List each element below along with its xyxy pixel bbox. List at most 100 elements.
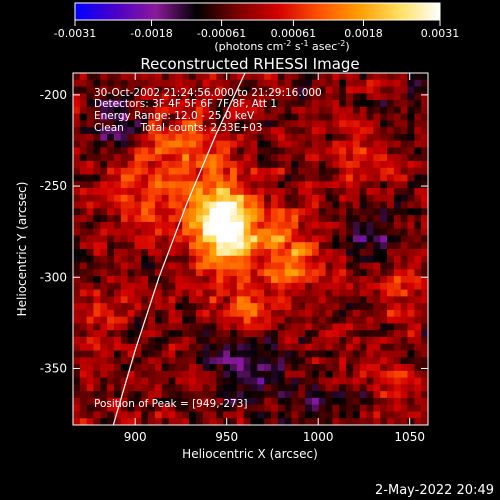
heatmap-cell [250, 289, 258, 297]
heatmap-cell [100, 309, 108, 318]
heatmap-cell [270, 269, 279, 277]
heatmap-cell [120, 330, 129, 338]
heatmap-cell [113, 86, 122, 94]
heatmap-cell [291, 201, 299, 209]
heatmap-cell [318, 303, 327, 311]
heatmap-cell [141, 397, 149, 406]
heatmap-cell [182, 174, 190, 182]
heatmap-cell [270, 228, 279, 237]
heatmap-cell [182, 269, 190, 277]
heatmap-cell [236, 127, 245, 135]
heatmap-cell [161, 161, 170, 169]
heatmap-cell [325, 181, 334, 189]
heatmap-cell [264, 127, 272, 135]
heatmap-cell [127, 269, 136, 277]
heatmap-cell [325, 174, 334, 182]
heatmap-cell [284, 316, 293, 325]
heatmap-cell [305, 120, 313, 128]
heatmap-cell [373, 343, 381, 352]
heatmap-cell [230, 309, 238, 318]
heatmap-cell [387, 418, 395, 425]
heatmap-cell [332, 113, 340, 121]
heatmap-cell [161, 337, 170, 345]
heatmap-cell [400, 397, 409, 406]
heatmap-cell [127, 100, 136, 108]
heatmap-cell [318, 418, 327, 425]
heatmap-cell [243, 188, 252, 196]
heatmap-cell [277, 161, 286, 169]
heatmap-cell [113, 161, 122, 169]
heatmap-cell [141, 411, 149, 419]
heatmap-cell [100, 377, 108, 385]
heatmap-cell [407, 255, 415, 264]
heatmap-cell [223, 269, 231, 277]
heatmap-cell [291, 364, 299, 372]
heatmap-cell [352, 316, 361, 325]
heatmap-cell [134, 377, 142, 385]
heatmap-cell [400, 113, 409, 121]
heatmap-cell [352, 418, 361, 425]
heatmap-cell [73, 161, 81, 169]
heatmap-cell [352, 167, 361, 176]
heatmap-cell [113, 337, 122, 345]
heatmap-cell [298, 316, 306, 325]
heatmap-cell [257, 269, 265, 277]
heatmap-cell [209, 167, 217, 176]
heatmap-cell [230, 303, 238, 311]
heatmap-cell [325, 276, 334, 284]
heatmap-cell [86, 404, 95, 413]
heatmap-cell [373, 418, 381, 425]
heatmap-cell [257, 120, 265, 128]
heatmap-cell [236, 140, 245, 149]
heatmap-cell [79, 357, 88, 365]
heatmap-cell [236, 343, 245, 352]
heatmap-cell [421, 296, 428, 304]
heatmap-cell [120, 323, 129, 331]
heatmap-cell [230, 120, 238, 128]
heatmap-cell [393, 269, 402, 277]
heatmap-cell [141, 161, 149, 169]
heatmap-cell [113, 296, 122, 304]
heatmap-cell [236, 161, 245, 169]
heatmap-cell [352, 194, 361, 203]
heatmap-cell [230, 86, 238, 94]
heatmap-cell [373, 86, 381, 94]
heatmap-cell [298, 86, 306, 94]
heatmap-cell [161, 106, 170, 115]
heatmap-cell [318, 364, 327, 372]
heatmap-cell [339, 289, 347, 297]
heatmap-cell [93, 289, 101, 297]
heatmap-cell [79, 377, 88, 385]
heatmap-cell [168, 93, 177, 101]
heatmap-cell [189, 161, 197, 169]
heatmap-cell [421, 249, 428, 257]
heatmap-cell [230, 208, 238, 216]
heatmap-cell [100, 323, 108, 331]
heatmap-cell [373, 330, 381, 338]
heatmap-cell [86, 343, 95, 352]
heatmap-cell [148, 384, 156, 392]
heatmap-cell [120, 100, 129, 108]
heatmap-cell [209, 93, 217, 101]
heatmap-cell [298, 364, 306, 372]
heatmap-cell [79, 100, 88, 108]
heatmap-cell [346, 377, 354, 385]
heatmap-cell [154, 133, 163, 142]
heatmap-cell [86, 79, 95, 88]
heatmap-cell [257, 397, 265, 406]
heatmap-cell [73, 221, 81, 230]
heatmap-cell [339, 208, 347, 216]
heatmap-cell [209, 133, 217, 142]
heatmap-cell [223, 391, 231, 399]
heatmap-cell [216, 242, 224, 250]
heatmap-cell [100, 316, 108, 325]
heatmap-cell [107, 337, 115, 345]
heatmap-cell [73, 235, 81, 243]
heatmap-cell [325, 323, 334, 331]
heatmap-cell [236, 262, 245, 270]
heatmap-cell [407, 323, 415, 331]
heatmap-cell [148, 127, 156, 135]
heatmap-cell [291, 337, 299, 345]
heatmap-cell [421, 269, 428, 277]
